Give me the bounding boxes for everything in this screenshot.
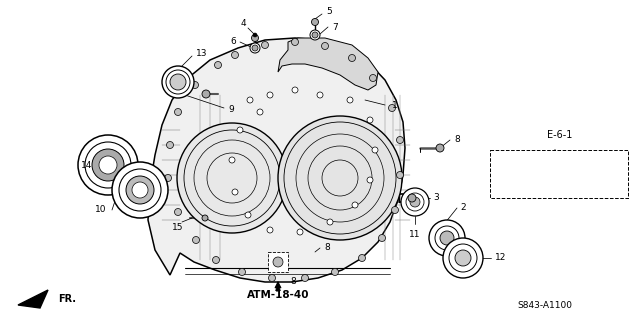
Circle shape bbox=[332, 269, 339, 276]
Circle shape bbox=[349, 55, 355, 62]
Circle shape bbox=[177, 123, 287, 233]
Circle shape bbox=[166, 142, 173, 149]
Circle shape bbox=[78, 135, 138, 195]
Circle shape bbox=[273, 257, 283, 267]
Polygon shape bbox=[148, 38, 405, 282]
Circle shape bbox=[397, 172, 403, 179]
Circle shape bbox=[175, 209, 182, 216]
Circle shape bbox=[312, 19, 319, 26]
Text: 13: 13 bbox=[196, 49, 207, 58]
Text: 1: 1 bbox=[392, 100, 397, 109]
Circle shape bbox=[410, 197, 420, 207]
Text: 8: 8 bbox=[454, 135, 460, 144]
Circle shape bbox=[278, 116, 402, 240]
Text: 10: 10 bbox=[95, 205, 106, 214]
Text: 9: 9 bbox=[228, 106, 234, 115]
Text: 8: 8 bbox=[290, 278, 296, 286]
Circle shape bbox=[440, 231, 454, 245]
Circle shape bbox=[367, 177, 373, 183]
Circle shape bbox=[429, 220, 465, 256]
Circle shape bbox=[347, 97, 353, 103]
Text: 7: 7 bbox=[332, 23, 338, 32]
Circle shape bbox=[312, 32, 318, 38]
Polygon shape bbox=[18, 290, 48, 308]
Circle shape bbox=[615, 170, 625, 180]
Circle shape bbox=[443, 238, 483, 278]
Circle shape bbox=[164, 174, 172, 182]
Circle shape bbox=[175, 108, 182, 115]
Circle shape bbox=[239, 269, 246, 276]
Circle shape bbox=[388, 105, 396, 112]
Circle shape bbox=[327, 219, 333, 225]
Circle shape bbox=[352, 202, 358, 208]
Circle shape bbox=[232, 51, 239, 58]
Text: 6: 6 bbox=[230, 38, 236, 47]
Circle shape bbox=[367, 117, 373, 123]
Text: 12: 12 bbox=[495, 254, 506, 263]
Circle shape bbox=[245, 212, 251, 218]
Circle shape bbox=[193, 236, 200, 243]
Circle shape bbox=[267, 92, 273, 98]
Circle shape bbox=[247, 97, 253, 103]
Circle shape bbox=[99, 156, 117, 174]
Text: FR.: FR. bbox=[58, 294, 76, 304]
Circle shape bbox=[212, 256, 220, 263]
Circle shape bbox=[252, 45, 258, 51]
Text: 3: 3 bbox=[433, 194, 439, 203]
Circle shape bbox=[455, 250, 471, 266]
Circle shape bbox=[162, 66, 194, 98]
Text: S843-A1100: S843-A1100 bbox=[518, 300, 573, 309]
Circle shape bbox=[397, 137, 403, 144]
Circle shape bbox=[112, 162, 168, 218]
Circle shape bbox=[301, 275, 308, 281]
Circle shape bbox=[202, 90, 210, 98]
Circle shape bbox=[292, 87, 298, 93]
Circle shape bbox=[262, 41, 269, 48]
Text: 4: 4 bbox=[240, 19, 246, 28]
Circle shape bbox=[321, 42, 328, 49]
Circle shape bbox=[232, 189, 238, 195]
Circle shape bbox=[229, 157, 235, 163]
Circle shape bbox=[269, 275, 275, 281]
Circle shape bbox=[252, 34, 259, 41]
Circle shape bbox=[310, 30, 320, 40]
Text: 15: 15 bbox=[172, 224, 184, 233]
Circle shape bbox=[126, 176, 154, 204]
Circle shape bbox=[92, 149, 124, 181]
Circle shape bbox=[317, 92, 323, 98]
Circle shape bbox=[369, 75, 376, 81]
Bar bbox=[490, 150, 628, 198]
Circle shape bbox=[237, 127, 243, 133]
Text: 14: 14 bbox=[81, 160, 92, 169]
Circle shape bbox=[250, 43, 260, 53]
Text: E-6-1: E-6-1 bbox=[547, 130, 573, 140]
Text: 8: 8 bbox=[324, 243, 330, 253]
Circle shape bbox=[170, 74, 186, 90]
Circle shape bbox=[378, 234, 385, 241]
Text: ATM-18-40: ATM-18-40 bbox=[247, 290, 309, 300]
Circle shape bbox=[392, 206, 399, 213]
Circle shape bbox=[253, 33, 257, 37]
Circle shape bbox=[291, 39, 298, 46]
Circle shape bbox=[372, 147, 378, 153]
Text: 11: 11 bbox=[409, 230, 420, 239]
Text: 2: 2 bbox=[460, 204, 466, 212]
Circle shape bbox=[436, 144, 444, 152]
Circle shape bbox=[408, 194, 416, 202]
Circle shape bbox=[257, 109, 263, 115]
Circle shape bbox=[401, 188, 429, 216]
Circle shape bbox=[214, 62, 221, 69]
Circle shape bbox=[191, 81, 198, 88]
Polygon shape bbox=[278, 38, 378, 90]
Circle shape bbox=[358, 255, 365, 262]
Circle shape bbox=[297, 229, 303, 235]
Circle shape bbox=[202, 215, 208, 221]
Bar bbox=[268, 252, 288, 272]
Circle shape bbox=[132, 182, 148, 198]
Circle shape bbox=[267, 227, 273, 233]
Text: 5: 5 bbox=[326, 8, 332, 17]
